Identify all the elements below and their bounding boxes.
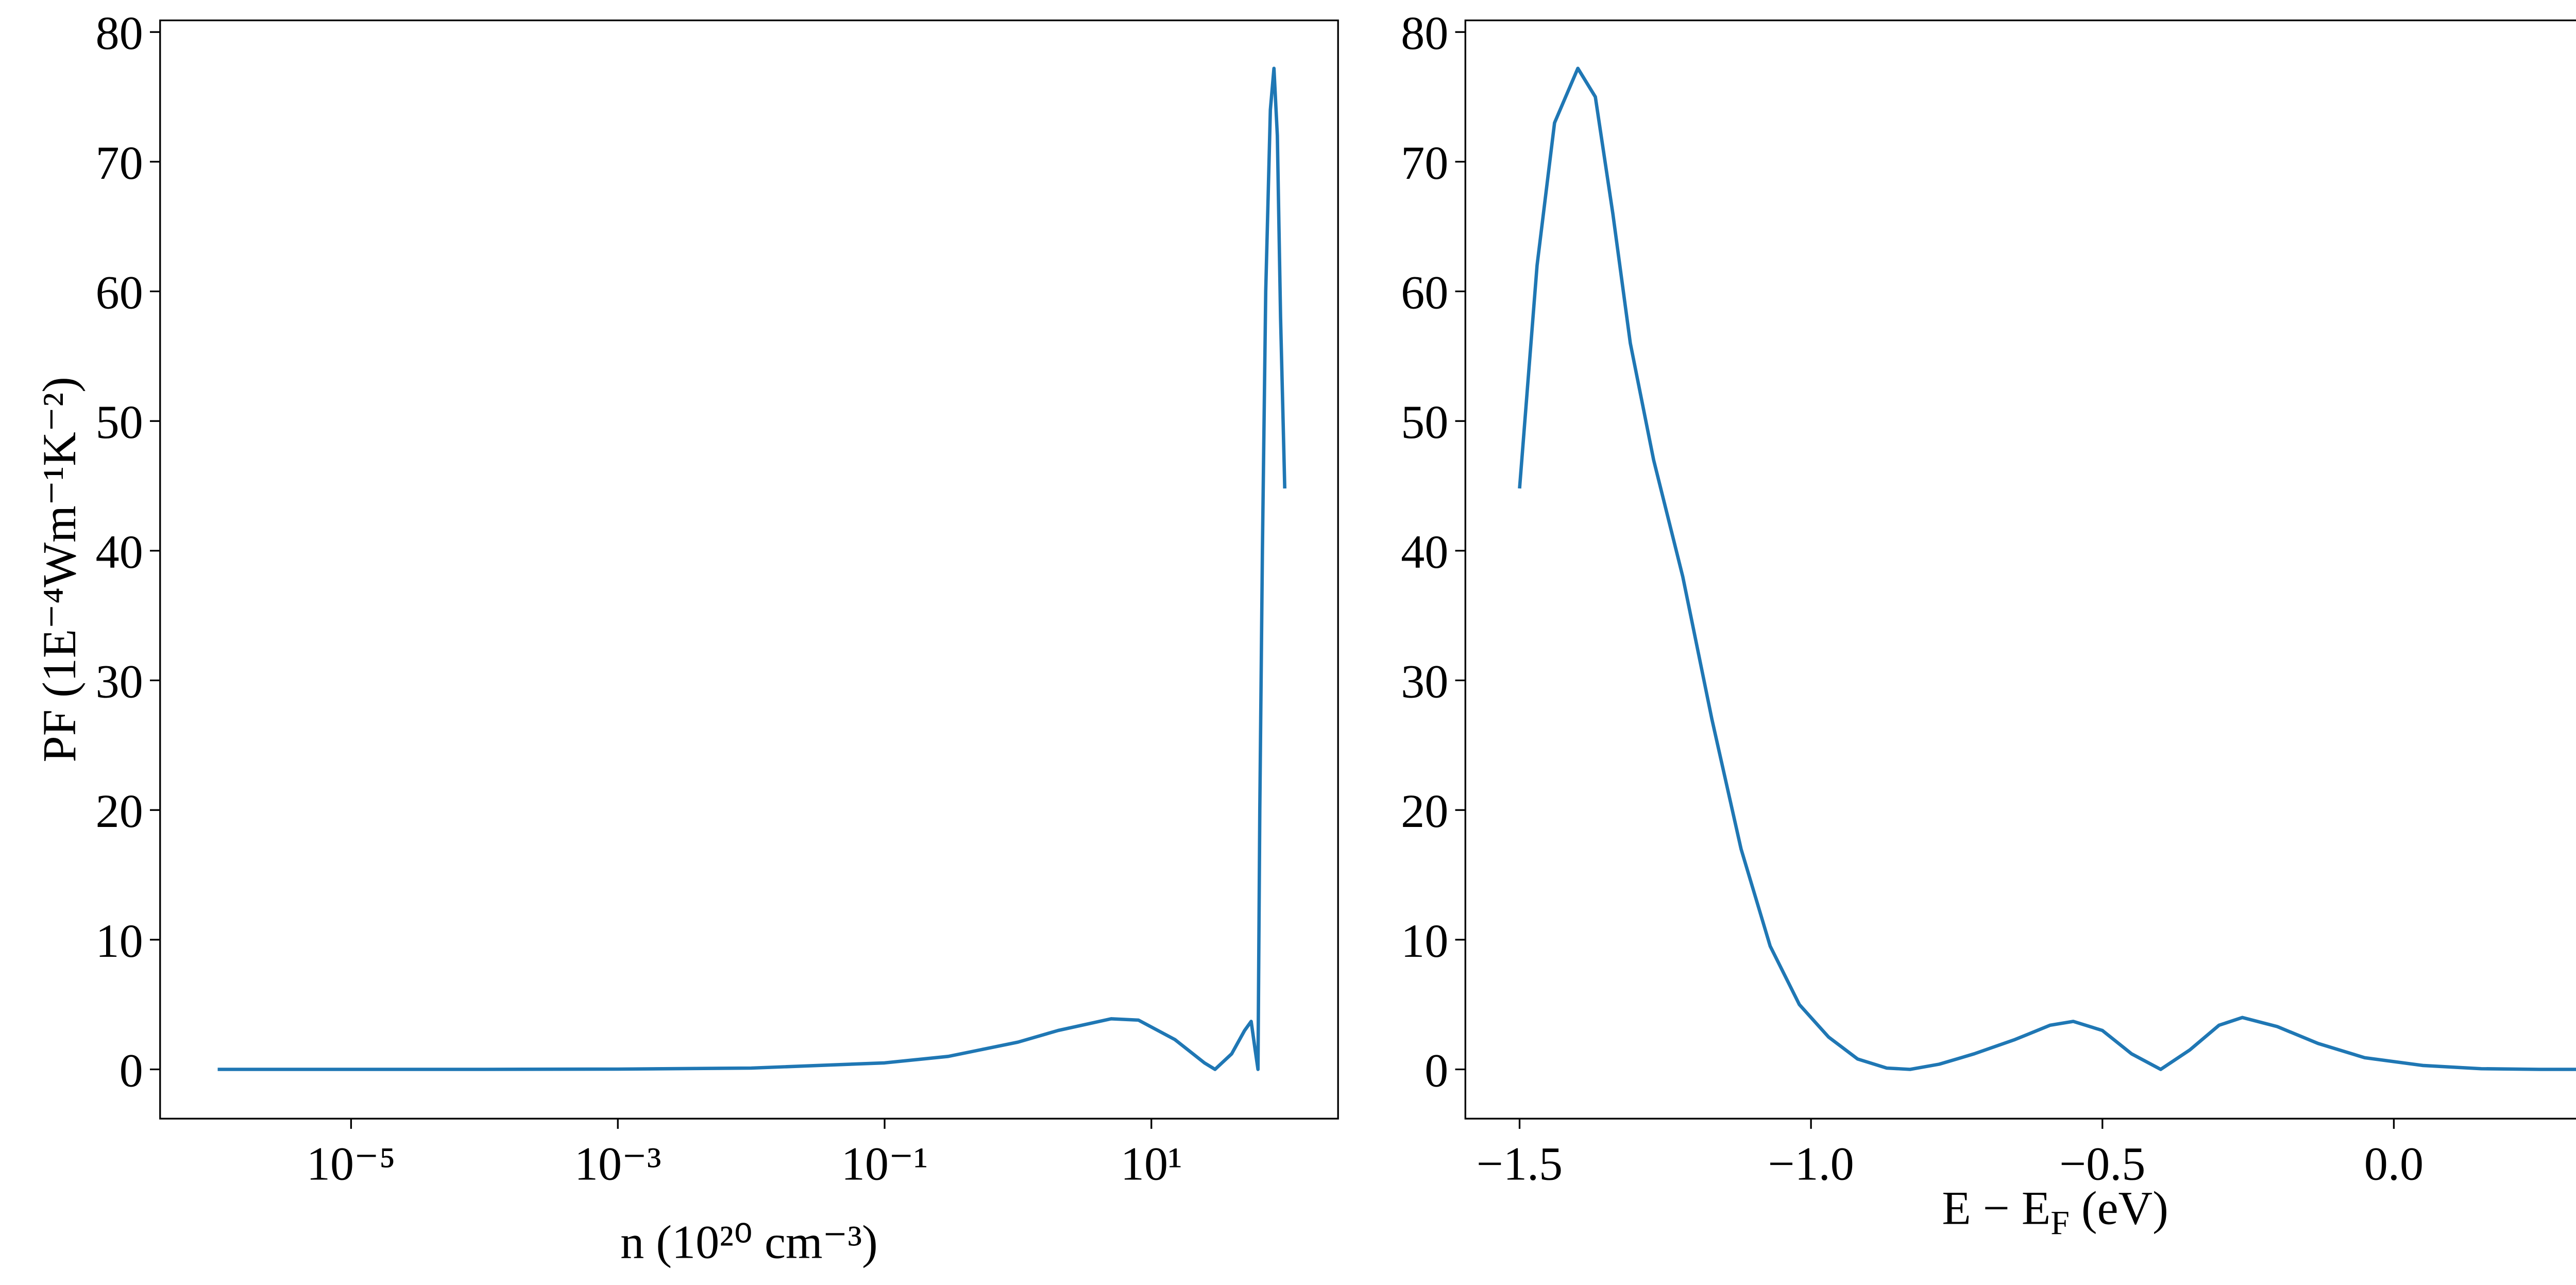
y-tick-label: 10 [96,915,143,967]
x-tick-label: 10⁻³ [574,1138,662,1190]
y-tick-label: 60 [96,266,143,318]
x-tick-label: 10¹ [1121,1138,1182,1190]
y-tick-label: 80 [96,7,143,59]
x-axis-label: E − EF (eV) [1942,1181,2168,1242]
y-tick-label: 40 [1401,526,1448,578]
plot-frame [1464,19,2576,1120]
y-tick-label: 70 [96,137,143,189]
plot-frame [159,19,1339,1120]
y-tick-label: 0 [120,1044,143,1096]
y-tick-label: 50 [1401,396,1448,448]
y-tick-label: 10 [1401,915,1448,967]
x-label-subscript: F [2050,1204,2070,1242]
x-label-unit: (eV) [2070,1181,2168,1234]
x-tick-label: −1.0 [1768,1138,1854,1190]
y-tick-label: 40 [96,526,143,578]
y-tick-label: 20 [96,785,143,837]
chart: 0 10 20 30 40 50 60 70 80 10⁻⁵ 10⁻³ 10⁻¹ 10¹ n (10²⁰ … [33,7,1339,1268]
y-tick-label: 80 [1401,7,1448,59]
y-tick-label: 30 [96,655,143,707]
data-line [217,66,1286,1071]
y-tick-label: 20 [1401,785,1448,837]
y-axis-label: PF (1E⁻⁴Wm⁻¹K⁻²) [33,377,86,762]
y-tick-label: 60 [1401,266,1448,318]
x-tick-label: 0.0 [2364,1138,2424,1190]
x-tick-label: 10⁻⁵ [307,1138,396,1190]
chart: 0 10 20 30 40 50 60 70 80 −1.5 −1.0 −0.5 0.0 E − EF (… [1401,7,2576,1242]
y-tick-label: 50 [96,396,143,448]
data-line [1518,66,2576,1071]
x-tick-label: −1.5 [1477,1138,1563,1190]
x-label-text: E − E [1942,1181,2050,1234]
y-tick-label: 30 [1401,655,1448,707]
x-tick-label: 10⁻¹ [841,1138,928,1190]
x-axis-label: n (10²⁰ cm⁻³) [620,1215,878,1268]
y-tick-label: 70 [1401,137,1448,189]
x-tick-label: −0.5 [2059,1138,2145,1190]
y-tick-label: 0 [1425,1044,1448,1096]
